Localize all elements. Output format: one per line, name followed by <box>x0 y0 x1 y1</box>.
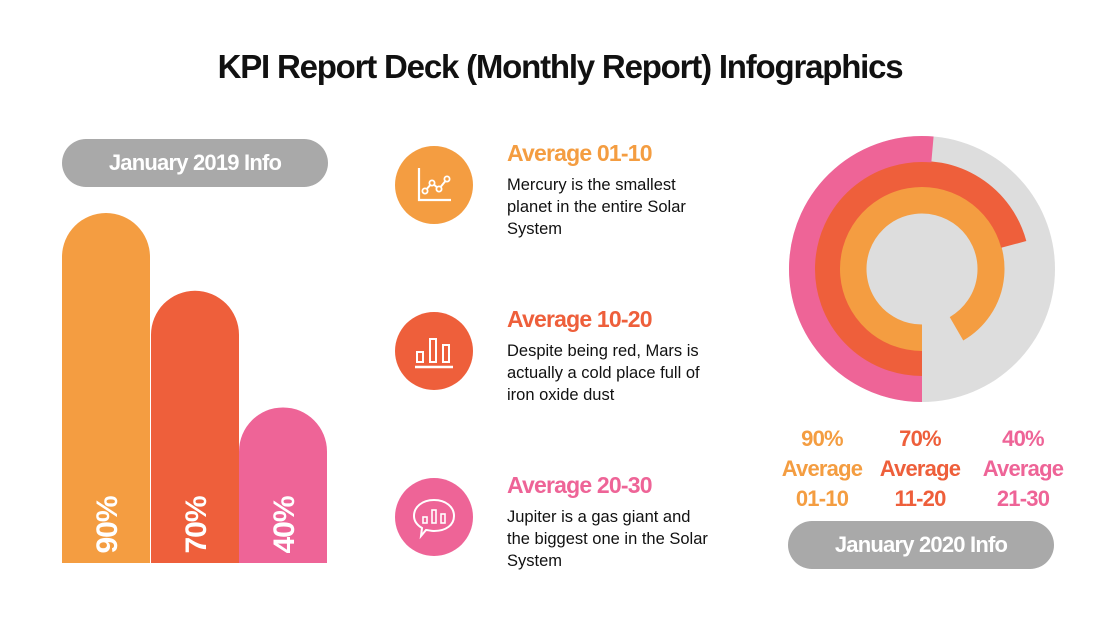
bar-chart: 90% 70% 40% <box>62 213 327 563</box>
radial-track <box>789 136 1055 402</box>
january-2020-pill: January 2020 Info <box>788 521 1054 569</box>
item-description: Jupiter is a gas giant and the biggest o… <box>507 508 708 570</box>
bar <box>151 290 239 563</box>
stat-01-10: 90% Average 01-10 <box>767 424 877 514</box>
january-2019-pill: January 2019 Info <box>62 139 328 187</box>
item-title: Average 10-20 <box>507 306 653 332</box>
bar-label: 70% <box>180 496 213 553</box>
stat-11-20: 70% Average 11-20 <box>865 424 975 514</box>
bar-label: 90% <box>91 496 124 553</box>
item-description: Mercury is the smallest planet in the en… <box>507 176 686 238</box>
page-title: KPI Report Deck (Monthly Report) Infogra… <box>217 48 904 85</box>
stat-value: 90% <box>801 426 843 451</box>
stat-label: Average <box>781 456 863 481</box>
stat-value: 40% <box>1002 426 1044 451</box>
stat-range: 21-30 <box>996 486 1050 511</box>
line-chart-icon <box>395 146 473 224</box>
item-description: Despite being red, Mars is actually a co… <box>507 342 700 404</box>
bar-chart-icon <box>395 312 473 390</box>
stat-21-30: 40% Average 21-30 <box>968 424 1078 514</box>
stat-value: 70% <box>899 426 941 451</box>
radial-arc <box>839 186 1005 352</box>
item-title: Average 01-10 <box>507 140 653 166</box>
radial-arc <box>789 136 934 402</box>
stat-label: Average <box>982 456 1064 481</box>
chat-bar-chart-icon <box>395 478 473 556</box>
info-item: Average 20-30 Jupiter is a gas giant and … <box>395 472 735 588</box>
stat-range: 11-20 <box>894 486 946 511</box>
bar-label: 40% <box>268 496 301 553</box>
item-title: Average 20-30 <box>507 472 653 498</box>
bar <box>62 213 150 563</box>
bar <box>239 407 327 563</box>
radial-arc <box>814 161 1027 377</box>
stat-label: Average <box>879 456 961 481</box>
info-item: Average 10-20 Despite being red, Mars is … <box>395 306 735 422</box>
info-item: Average 01-10 Mercury is the smallest pla… <box>395 140 735 256</box>
stat-range: 01-10 <box>795 486 849 511</box>
